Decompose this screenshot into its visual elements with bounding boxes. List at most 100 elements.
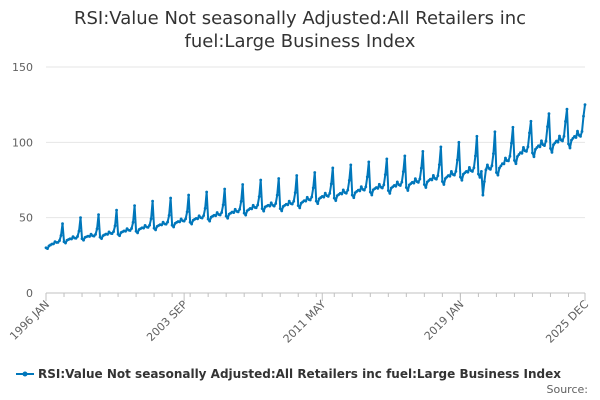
data-point[interactable] (349, 163, 353, 167)
data-point[interactable] (133, 204, 136, 208)
data-point[interactable] (377, 182, 381, 186)
data-point[interactable] (574, 136, 578, 139)
data-point[interactable] (486, 163, 489, 167)
data-point[interactable] (322, 195, 326, 199)
data-point[interactable] (251, 203, 255, 207)
data-point[interactable] (196, 217, 200, 221)
data-point[interactable] (223, 187, 227, 191)
data-point[interactable] (280, 209, 284, 213)
data-point[interactable] (172, 225, 176, 229)
data-point[interactable] (332, 196, 336, 200)
data-point[interactable] (242, 211, 246, 215)
data-point[interactable] (395, 180, 399, 184)
data-point[interactable] (310, 195, 314, 199)
data-point[interactable] (146, 225, 150, 229)
data-point[interactable] (440, 180, 444, 183)
data-point[interactable] (259, 178, 263, 182)
data-point[interactable] (483, 180, 486, 183)
data-point[interactable] (328, 191, 332, 195)
data-point[interactable] (166, 220, 170, 224)
data-point[interactable] (532, 155, 536, 159)
data-point[interactable] (442, 183, 446, 186)
data-point[interactable] (448, 174, 452, 178)
data-point[interactable] (272, 204, 276, 208)
data-point[interactable] (579, 134, 582, 138)
data-point[interactable] (331, 166, 335, 170)
data-point[interactable] (403, 154, 407, 158)
data-point[interactable] (202, 214, 206, 218)
data-point[interactable] (434, 177, 438, 181)
data-point[interactable] (149, 217, 153, 221)
data-point[interactable] (167, 213, 171, 217)
data-point[interactable] (290, 202, 294, 206)
data-point[interactable] (404, 186, 408, 189)
data-point[interactable] (455, 158, 459, 162)
data-point[interactable] (477, 172, 480, 176)
data-point[interactable] (546, 125, 549, 129)
data-point[interactable] (233, 207, 237, 211)
data-point[interactable] (128, 229, 132, 232)
data-point[interactable] (504, 156, 507, 160)
data-point[interactable] (190, 222, 194, 226)
data-point[interactable] (262, 209, 266, 213)
data-point[interactable] (449, 170, 453, 173)
data-point[interactable] (269, 201, 273, 205)
data-point[interactable] (136, 231, 139, 235)
data-point[interactable] (215, 211, 219, 214)
data-point[interactable] (61, 222, 64, 226)
data-point[interactable] (313, 171, 317, 174)
data-point[interactable] (226, 216, 230, 220)
data-point[interactable] (565, 107, 569, 111)
data-point[interactable] (401, 170, 405, 174)
data-point[interactable] (238, 207, 242, 211)
data-point[interactable] (571, 136, 575, 140)
data-point[interactable] (386, 189, 390, 192)
data-point[interactable] (492, 152, 495, 156)
data-point[interactable] (561, 139, 564, 143)
data-point[interactable] (362, 188, 366, 192)
data-point[interactable] (124, 229, 127, 233)
data-point[interactable] (208, 219, 212, 223)
data-point[interactable] (308, 198, 312, 202)
data-point[interactable] (305, 195, 309, 199)
data-point[interactable] (352, 196, 356, 200)
data-point[interactable] (287, 199, 291, 203)
data-point[interactable] (185, 210, 189, 214)
data-point[interactable] (77, 229, 81, 233)
data-point[interactable] (142, 226, 145, 230)
data-point[interactable] (220, 211, 224, 214)
data-point[interactable] (544, 139, 548, 143)
data-point[interactable] (169, 196, 173, 200)
data-point[interactable] (130, 227, 133, 230)
data-point[interactable] (457, 140, 461, 144)
data-point[interactable] (511, 125, 515, 129)
data-point[interactable] (323, 191, 327, 195)
data-point[interactable] (516, 155, 519, 158)
data-point[interactable] (184, 217, 188, 221)
data-point[interactable] (507, 159, 510, 163)
data-point[interactable] (570, 138, 573, 142)
data-point[interactable] (454, 170, 458, 173)
data-point[interactable] (236, 210, 240, 214)
data-point[interactable] (59, 234, 63, 237)
data-point[interactable] (359, 185, 363, 189)
data-point[interactable] (514, 162, 518, 166)
data-point[interactable] (564, 120, 567, 123)
data-point[interactable] (110, 232, 114, 235)
data-point[interactable] (292, 199, 296, 203)
data-point[interactable] (368, 190, 372, 194)
data-point[interactable] (437, 163, 441, 167)
data-point[interactable] (200, 216, 204, 220)
data-point[interactable] (421, 149, 425, 153)
data-point[interactable] (52, 242, 55, 246)
data-point[interactable] (478, 176, 482, 179)
data-point[interactable] (304, 199, 308, 203)
data-point[interactable] (254, 206, 258, 210)
data-point[interactable] (260, 207, 264, 211)
data-point[interactable] (76, 235, 79, 238)
data-point[interactable] (471, 170, 474, 173)
data-point[interactable] (88, 235, 91, 238)
data-point[interactable] (58, 239, 61, 242)
data-point[interactable] (295, 174, 299, 177)
data-point[interactable] (256, 203, 260, 207)
